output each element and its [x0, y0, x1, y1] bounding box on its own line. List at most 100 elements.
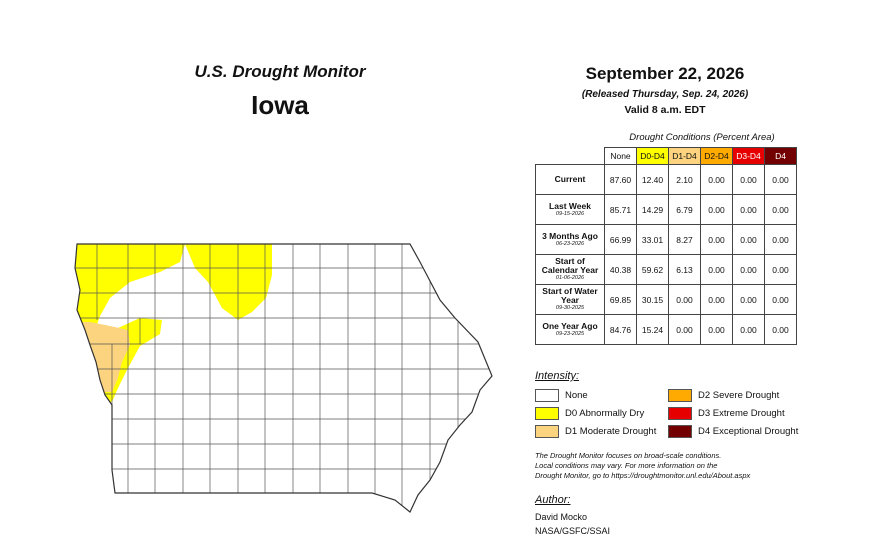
- table-cell: 0.00: [732, 314, 765, 345]
- table-cell: 0.00: [668, 314, 701, 345]
- legend-label-d3: D3 Extreme Drought: [698, 408, 785, 419]
- legend-item-d0: D0 Abnormally Dry: [535, 407, 644, 420]
- table-cell: 0.00: [700, 284, 733, 315]
- legend-label-d2: D2 Severe Drought: [698, 390, 780, 401]
- table-row: Current 87.60 12.40 2.10 0.00 0.00 0.00: [535, 164, 797, 195]
- table-cell: 2.10: [668, 164, 701, 195]
- table-row: One Year Ago 09-23-2025 84.76 15.24 0.00 …: [535, 314, 797, 345]
- row-label: Current: [535, 164, 605, 195]
- swatch-d3: [668, 407, 692, 420]
- col-header-d0-d4: D0-D4: [636, 147, 669, 165]
- table-row: 3 Months Ago 06-23-2026 66.99 33.01 8.27 …: [535, 224, 797, 255]
- table-cell: 6.13: [668, 254, 701, 285]
- row-label: Start of Calendar Year 01-06-2026: [535, 254, 605, 285]
- table-cell: 15.24: [636, 314, 669, 345]
- col-header-d4: D4: [764, 147, 797, 165]
- table-cell: 69.85: [604, 284, 637, 315]
- table-cell: 0.00: [732, 194, 765, 225]
- table-cell: 40.38: [604, 254, 637, 285]
- note-line-2: Local conditions may vary. For more info…: [535, 461, 718, 470]
- release-date: (Released Thursday, Sep. 24, 2026): [581, 89, 749, 100]
- table-cell: 0.00: [732, 254, 765, 285]
- table-cell: 30.15: [636, 284, 669, 315]
- table-caption: Drought Conditions (Percent Area): [629, 132, 775, 143]
- swatch-d1: [535, 425, 559, 438]
- state-name: Iowa: [251, 90, 309, 120]
- table-cell: 0.00: [732, 164, 765, 195]
- iowa-state-fill: [75, 244, 492, 512]
- table-header-row: None D0-D4 D1-D4 D2-D4 D3-D4 D4: [536, 147, 797, 165]
- note-line-1: The Drought Monitor focuses on broad-sca…: [535, 451, 722, 460]
- legend-item-d1: D1 Moderate Drought: [535, 425, 656, 438]
- author-org: NASA/GSFC/SSAI: [535, 526, 611, 536]
- row-label: Last Week 09-15-2026: [535, 194, 605, 225]
- table-cell: 0.00: [764, 224, 797, 255]
- col-header-d3-d4: D3-D4: [732, 147, 765, 165]
- row-label: One Year Ago 09-23-2025: [535, 314, 605, 345]
- row-label: Start of Water Year 09-30-2025: [535, 284, 605, 315]
- d0-area-north-central: [185, 244, 272, 320]
- row-sublabel: 01-06-2026: [555, 275, 585, 281]
- swatch-d0: [535, 407, 559, 420]
- legend-label-d0: D0 Abnormally Dry: [565, 408, 645, 419]
- row-label-text: Last Week: [549, 200, 591, 211]
- legend-item-d2: D2 Severe Drought: [668, 389, 779, 402]
- swatch-d2: [668, 389, 692, 402]
- table-cell: 0.00: [764, 284, 797, 315]
- note-line-3: Drought Monitor, go to https://droughtmo…: [535, 471, 751, 480]
- legend-item-none: None: [535, 389, 588, 402]
- table-cell: 0.00: [700, 314, 733, 345]
- table-cell: 8.27: [668, 224, 701, 255]
- iowa-state-outline: [74, 243, 493, 513]
- table-cell: 0.00: [700, 254, 733, 285]
- table-cell: 33.01: [636, 224, 669, 255]
- map-date: September 22, 2026: [585, 64, 745, 83]
- valid-time: Valid 8 a.m. EDT: [624, 104, 706, 116]
- row-sublabel: 09-15-2026: [555, 210, 585, 217]
- legend-label-d4: D4 Exceptional Drought: [698, 426, 799, 437]
- swatch-none: [535, 389, 559, 402]
- row-label-text: One Year Ago: [542, 320, 598, 331]
- drought-conditions-table: None D0-D4 D1-D4 D2-D4 D3-D4 D4 Current …: [535, 147, 797, 345]
- table-row: Start of Calendar Year 01-06-2026 40.38 5…: [535, 254, 797, 285]
- row-sublabel: 06-23-2026: [555, 240, 585, 247]
- table-cell: 0.00: [764, 314, 797, 345]
- table-cell: 84.76: [604, 314, 637, 345]
- row-label-text: Current: [554, 174, 586, 184]
- table-corner: [536, 148, 605, 165]
- table-cell: 85.71: [604, 194, 637, 225]
- row-sublabel: 09-23-2025: [555, 330, 585, 337]
- row-label-text: Start of Water Year: [542, 286, 598, 305]
- legend-label-none: None: [565, 390, 588, 401]
- col-header-d2-d4: D2-D4: [700, 147, 733, 165]
- table-cell: 66.99: [604, 224, 637, 255]
- table-row: Last Week 09-15-2026 85.71 14.29 6.79 0.0…: [535, 194, 797, 225]
- table-cell: 0.00: [764, 164, 797, 195]
- col-header-d1-d4: D1-D4: [668, 147, 701, 165]
- table-cell: 0.00: [700, 194, 733, 225]
- author-name: David Mocko: [535, 512, 588, 522]
- table-cell: 14.29: [636, 194, 669, 225]
- table-cell: 0.00: [700, 224, 733, 255]
- legend-item-d4: D4 Exceptional Drought: [668, 425, 798, 438]
- legend-label-d1: D1 Moderate Drought: [565, 426, 657, 437]
- row-label-text: 3 Months Ago: [542, 230, 598, 241]
- iowa-drought-map: [74, 243, 493, 513]
- table-cell: 0.00: [700, 164, 733, 195]
- disclaimer-note: The Drought Monitor focuses on broad-sca…: [535, 451, 835, 481]
- row-label-text: Start of Calendar Year: [541, 256, 599, 275]
- table-cell: 0.00: [732, 284, 765, 315]
- monitor-title: U.S. Drought Monitor: [194, 62, 366, 81]
- table-cell: 6.79: [668, 194, 701, 225]
- row-label: 3 Months Ago 06-23-2026: [535, 224, 605, 255]
- county-boundaries: [75, 244, 492, 510]
- table-cell: 12.40: [636, 164, 669, 195]
- swatch-d4: [668, 425, 692, 438]
- table-cell: 0.00: [668, 284, 701, 315]
- legend-item-d3: D3 Extreme Drought: [668, 407, 785, 420]
- table-cell: 87.60: [604, 164, 637, 195]
- table-cell: 0.00: [764, 254, 797, 285]
- table-cell: 0.00: [732, 224, 765, 255]
- table-row: Start of Water Year 09-30-2025 69.85 30.1…: [535, 284, 797, 315]
- table-cell: 59.62: [636, 254, 669, 285]
